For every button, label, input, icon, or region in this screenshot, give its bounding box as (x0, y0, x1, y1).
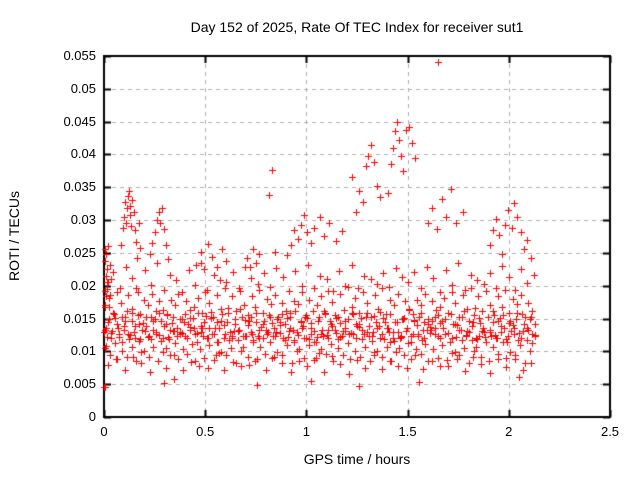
y-tick-label: 0.025 (63, 244, 96, 260)
x-tick-label: 2.5 (600, 424, 620, 439)
y-tick-label: 0.04 (70, 146, 96, 162)
y-tick-label: 0.05 (70, 80, 96, 96)
y-tick-label: 0.045 (63, 113, 96, 129)
x-tick-label: 1.5 (398, 424, 417, 439)
x-tick-label: 1 (302, 424, 311, 439)
y-tick-label: 0.005 (63, 376, 96, 392)
y-axis-label: ROTI / TECUs (6, 191, 22, 281)
y-tick-label: 0.035 (63, 179, 96, 195)
x-tick-label: 0 (100, 424, 108, 439)
y-tick-label: 0.03 (70, 212, 96, 228)
y-tick-label: 0.015 (63, 310, 96, 326)
chart-title: Day 152 of 2025, Rate Of TEC Index for r… (190, 19, 524, 35)
y-tick-label: 0 (88, 409, 96, 424)
x-tick-label: 2 (505, 424, 513, 439)
y-tick-label: 0.01 (70, 343, 96, 359)
y-tick-label: 0.02 (70, 277, 96, 293)
x-tick-label: 0.5 (196, 424, 215, 439)
x-axis-label: GPS time / hours (303, 451, 411, 467)
y-tick-label: 0.055 (63, 48, 96, 63)
